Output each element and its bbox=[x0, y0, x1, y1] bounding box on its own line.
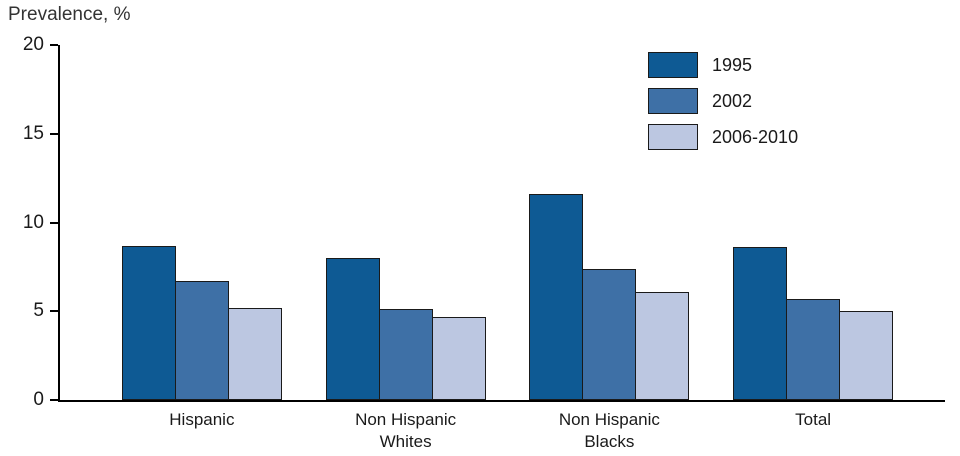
legend-swatch bbox=[648, 88, 698, 114]
category-label: Non Hispanic Whites bbox=[355, 410, 457, 452]
bar-2002 bbox=[582, 269, 637, 400]
bar-group: Hispanic bbox=[100, 45, 304, 429]
category-label: Non Hispanic Blacks bbox=[558, 410, 660, 452]
y-axis-tick bbox=[50, 132, 58, 135]
y-axis-tick bbox=[50, 399, 58, 401]
legend-label: 2006-2010 bbox=[712, 126, 799, 147]
y-axis-tick bbox=[50, 310, 58, 313]
bar-1995 bbox=[733, 247, 788, 400]
y-axis-tick-label: 5 bbox=[33, 300, 44, 322]
bar-1995 bbox=[121, 246, 176, 400]
y-axis-tick-label: 15 bbox=[22, 122, 44, 144]
bars-row bbox=[325, 258, 486, 400]
bars-row bbox=[529, 194, 690, 400]
legend: 1995 2002 2006-2010 bbox=[648, 52, 798, 160]
bar-group: Non Hispanic Whites bbox=[304, 45, 508, 451]
bar-groups: Hispanic Non Hispanic Whites Non Hispanic … bbox=[100, 45, 915, 451]
legend-label: 1995 bbox=[712, 54, 753, 75]
y-axis-tick-label: 10 bbox=[22, 211, 44, 233]
legend-label: 2002 bbox=[712, 90, 753, 111]
bars-row bbox=[121, 246, 282, 400]
y-axis-tick-label: 20 bbox=[22, 34, 44, 55]
bar-2006-2010 bbox=[635, 292, 690, 400]
bar-2002 bbox=[786, 299, 841, 400]
legend-item: 2002 bbox=[648, 88, 798, 114]
bar-1995 bbox=[325, 258, 380, 400]
y-axis-tick-label: 0 bbox=[33, 389, 44, 410]
plot-area: Hispanic Non Hispanic Whites Non Hispanic … bbox=[23, 34, 945, 451]
bar-2002 bbox=[378, 309, 433, 400]
category-label: Total bbox=[795, 410, 832, 429]
bar-2002 bbox=[174, 281, 229, 400]
legend-item: 1995 bbox=[648, 52, 798, 78]
category-label: Hispanic bbox=[169, 410, 235, 429]
bar-2006-2010 bbox=[227, 308, 282, 400]
bar-group: Total bbox=[711, 45, 915, 429]
bar-group: Non Hispanic Blacks bbox=[508, 45, 712, 451]
y-axis-tick bbox=[50, 221, 58, 224]
legend-item: 2006-2010 bbox=[648, 124, 798, 150]
y-axis-title: Prevalence, % bbox=[8, 4, 131, 25]
legend-swatch bbox=[648, 52, 698, 78]
y-axis-tick bbox=[50, 44, 58, 46]
bar-2006-2010 bbox=[431, 317, 486, 400]
bar-1995 bbox=[529, 194, 584, 400]
legend-swatch bbox=[648, 124, 698, 150]
bar-2006-2010 bbox=[839, 311, 894, 400]
bars-row bbox=[733, 247, 894, 400]
